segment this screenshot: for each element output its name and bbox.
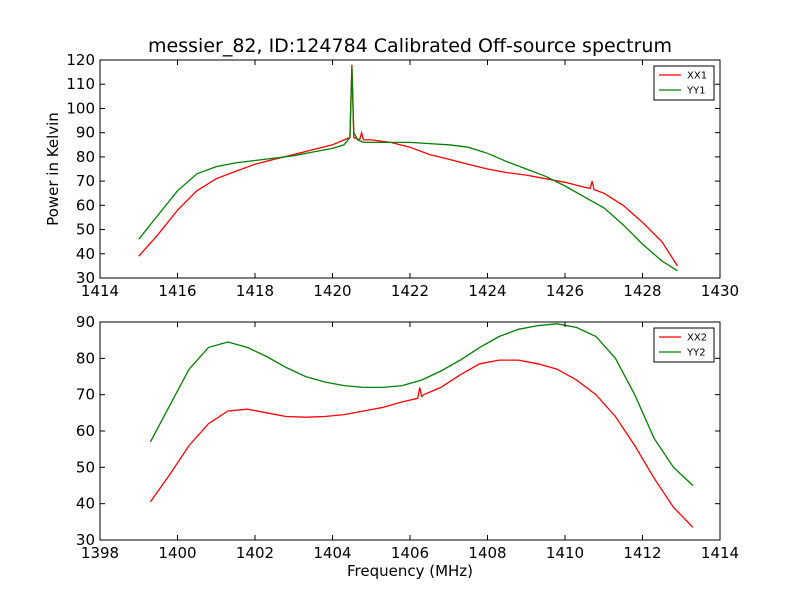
- y-tick-label: 50: [76, 221, 95, 239]
- legend-label-xx2: XX2: [687, 333, 707, 344]
- x-tick-label: 1398: [81, 544, 119, 562]
- x-tick-label: 1414: [701, 544, 739, 562]
- x-tick-label: 1424: [468, 282, 506, 300]
- y-tick-label: 100: [66, 99, 95, 117]
- y-tick-label: 80: [76, 349, 95, 367]
- x-tick-label: 1408: [468, 544, 506, 562]
- y-tick-label: 80: [76, 148, 95, 166]
- y-tick-label: 70: [76, 172, 95, 190]
- legend-box: [653, 327, 715, 363]
- series-line-yy1: [138, 67, 678, 272]
- legend-label-yy2: YY2: [686, 348, 706, 359]
- legend-label-xx1: XX1: [687, 71, 707, 82]
- y-tick-label: 120: [66, 51, 95, 69]
- legend-label-yy1: YY1: [686, 86, 706, 97]
- series-line-xx2: [149, 359, 694, 528]
- y-tick-label: 30: [76, 531, 95, 549]
- y-tick-label: 90: [76, 313, 95, 331]
- plot-frame: [99, 321, 721, 541]
- y-axis-label: Power in Kelvin: [44, 112, 62, 226]
- y-tick-label: 40: [76, 245, 95, 263]
- x-tick-label: 1404: [313, 544, 351, 562]
- y-tick-label: 30: [76, 269, 95, 287]
- y-tick-label: 70: [76, 386, 95, 404]
- x-tick-label: 1422: [391, 282, 429, 300]
- x-tick-label: 1402: [236, 544, 274, 562]
- x-tick-label: 1410: [546, 544, 584, 562]
- bottom-plot: 1398 1400 1402 1404 1406 1408 1410 1412 1414 30 40…: [76, 313, 739, 580]
- series-line-xx1: [138, 64, 678, 267]
- x-tick-label: 1430: [701, 282, 739, 300]
- top-plot: 1414 1416 1418 1420 1422 1424 1426 1428 1430 30 40…: [44, 51, 739, 300]
- x-axis-label: Frequency (MHz): [347, 562, 473, 580]
- chart-title: messier_82, ID:124784 Calibrated Off-sou…: [148, 35, 672, 57]
- y-tick-label: 60: [76, 422, 95, 440]
- y-tick-label: 110: [66, 75, 95, 93]
- x-tick-label: 1428: [623, 282, 661, 300]
- x-tick-label: 1426: [546, 282, 584, 300]
- x-tick-label: 1416: [158, 282, 196, 300]
- series-line-yy2: [149, 323, 694, 486]
- y-tick-label: 60: [76, 196, 95, 214]
- x-tick-label: 1414: [81, 282, 119, 300]
- y-tick-label: 40: [76, 495, 95, 513]
- x-tick-label: 1400: [158, 544, 196, 562]
- plot-frame: [99, 59, 721, 279]
- x-tick-label: 1418: [236, 282, 274, 300]
- y-tick-label: 90: [76, 124, 95, 142]
- x-tick-label: 1420: [313, 282, 351, 300]
- x-tick-label: 1412: [623, 544, 661, 562]
- y-tick-label: 50: [76, 458, 95, 476]
- x-tick-label: 1406: [391, 544, 429, 562]
- legend-box: [653, 65, 715, 101]
